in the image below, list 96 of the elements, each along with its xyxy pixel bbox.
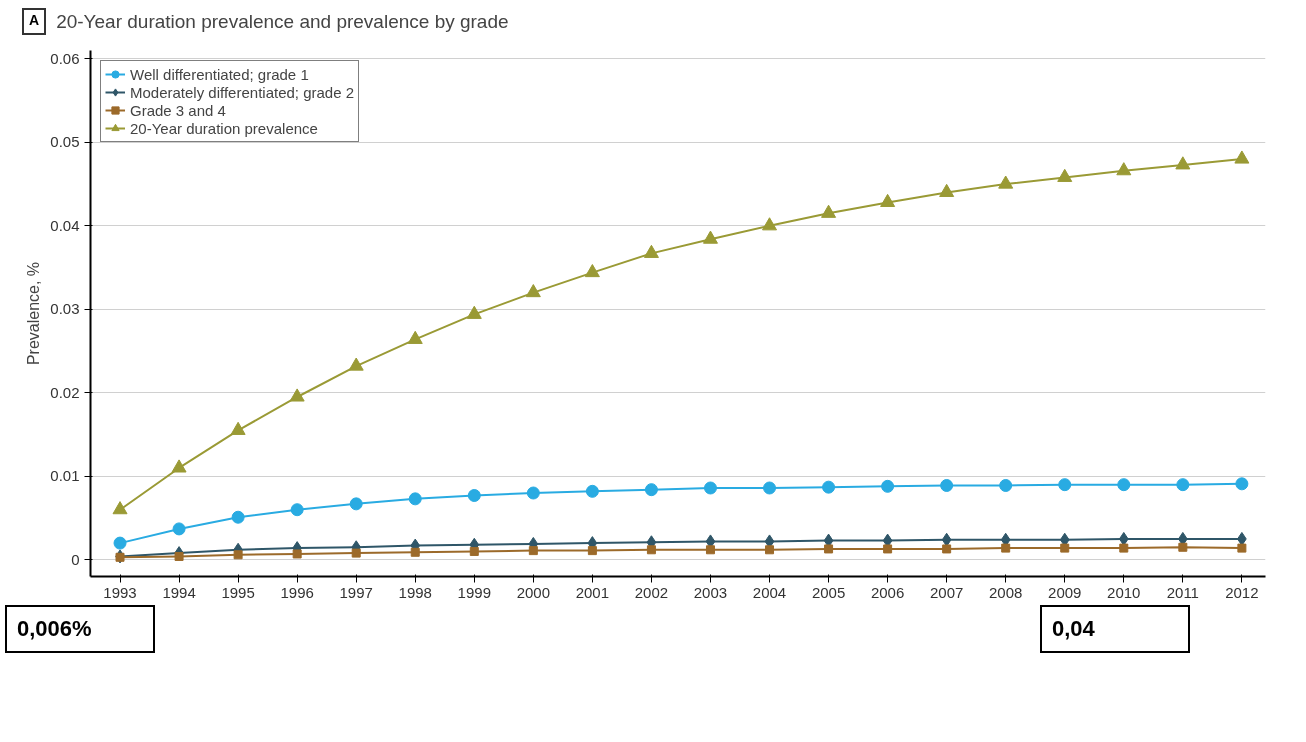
x-tick-label: 2000	[516, 583, 551, 601]
y-tick-label: 0.01	[50, 467, 80, 485]
point	[1234, 150, 1250, 164]
point	[1175, 156, 1191, 170]
point	[407, 330, 423, 345]
point	[940, 479, 954, 493]
point	[999, 479, 1013, 493]
y-tick-label: 0.03	[50, 300, 80, 318]
point	[702, 230, 718, 244]
legend-label: Well differentiated; grade 1	[130, 65, 309, 84]
x-tick-label: 1997	[339, 583, 373, 601]
point	[290, 503, 304, 517]
x-tick-label: 1994	[162, 583, 196, 601]
point	[585, 484, 599, 498]
x-tick-label: 2011	[1166, 583, 1199, 601]
point	[351, 548, 361, 558]
y-axis-title: Prevalence, %	[25, 262, 43, 366]
point	[1116, 162, 1132, 176]
chart-title: 20-Year duration prevalence and prevalence by grade	[56, 10, 509, 34]
point	[233, 550, 243, 560]
x-tick-label: 2012	[1225, 583, 1259, 601]
text: 0,006%	[17, 615, 92, 644]
point	[1117, 478, 1131, 492]
x-tick-label: 1996	[280, 583, 314, 601]
point	[1178, 542, 1188, 552]
legend-label: Grade 3 and 4	[130, 101, 226, 120]
point	[762, 217, 778, 231]
y-tick-label: 0	[71, 550, 80, 568]
point	[410, 547, 420, 557]
point	[467, 489, 481, 503]
point	[584, 264, 600, 278]
point	[646, 545, 656, 555]
point	[1001, 543, 1011, 553]
x-tick-label: 2001	[575, 583, 610, 601]
y-tick-label: 0.06	[50, 49, 80, 67]
point	[230, 421, 246, 436]
point	[883, 544, 893, 554]
text: 0,04	[1052, 615, 1095, 644]
y-tick-label: 0.05	[50, 133, 80, 151]
legend-label: Moderately differentiated; grade 2	[130, 83, 355, 102]
point	[821, 204, 837, 218]
x-tick-label: 2009	[1048, 583, 1082, 601]
x-tick-label: 2005	[811, 583, 846, 601]
point	[292, 549, 302, 559]
point	[822, 480, 836, 494]
point	[941, 532, 952, 547]
point	[469, 547, 479, 557]
point	[824, 544, 834, 554]
x-tick-label: 1993	[103, 583, 137, 601]
point	[526, 486, 540, 500]
point	[466, 305, 482, 320]
text: A	[29, 11, 40, 30]
point	[1060, 543, 1070, 553]
point	[587, 546, 597, 556]
point	[289, 388, 305, 402]
point	[765, 545, 775, 555]
point	[1057, 168, 1073, 183]
point	[348, 357, 364, 371]
point	[172, 522, 186, 536]
point	[408, 492, 422, 506]
point	[703, 481, 717, 495]
legend-label: 20-Year duration prevalence	[130, 119, 318, 138]
point	[113, 536, 127, 550]
x-tick-label: 2006	[870, 583, 905, 601]
point	[1235, 477, 1249, 491]
y-tick-label: 0.04	[50, 216, 80, 234]
point	[112, 501, 128, 515]
point	[881, 479, 895, 493]
point	[349, 497, 363, 511]
x-tick-label: 2004	[752, 583, 787, 601]
point	[942, 544, 952, 554]
point	[705, 545, 715, 555]
point	[525, 284, 541, 298]
x-tick-label: 1995	[221, 583, 255, 601]
point	[1176, 478, 1190, 492]
x-tick-label: 2010	[1107, 583, 1141, 601]
point	[231, 510, 245, 524]
point	[763, 481, 777, 495]
y-tick-label: 0.02	[50, 383, 80, 401]
x-tick-label: 1999	[457, 583, 491, 601]
point	[528, 546, 538, 556]
point	[171, 459, 187, 473]
x-tick-label: 2002	[634, 583, 669, 601]
point	[998, 175, 1014, 189]
point	[939, 183, 955, 198]
point	[1119, 543, 1129, 553]
x-tick-label: 2008	[989, 583, 1023, 601]
x-tick-label: 2007	[929, 583, 964, 601]
point	[644, 483, 658, 497]
point	[880, 194, 896, 208]
point	[1237, 543, 1247, 553]
point	[1058, 478, 1072, 492]
x-tick-label: 1998	[398, 583, 432, 601]
point	[174, 552, 184, 562]
point	[643, 244, 659, 259]
x-tick-label: 2003	[693, 583, 728, 601]
